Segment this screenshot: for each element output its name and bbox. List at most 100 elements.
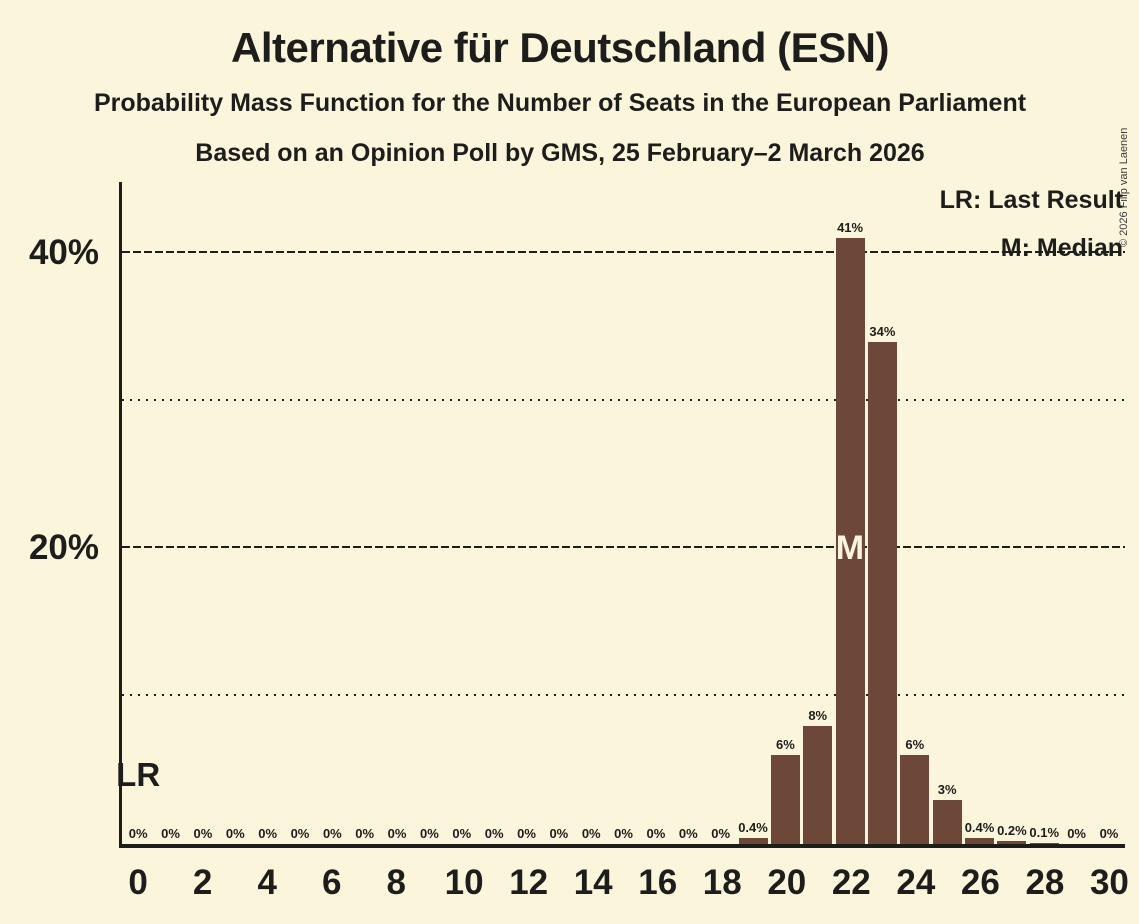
- bar-slot-12: 0%: [510, 182, 542, 844]
- bar-value-label-1: 0%: [161, 826, 180, 841]
- bar-value-label-8: 0%: [387, 826, 407, 841]
- bar-value-label-24: 6%: [905, 737, 925, 753]
- bar-value-label-10: 0%: [452, 826, 472, 841]
- bar-slot-0: 0%: [122, 182, 154, 844]
- bar-slot-9: 0%: [413, 182, 445, 844]
- bar-slot-28: 0.1%: [1028, 182, 1060, 844]
- bar-21: [803, 725, 833, 844]
- x-tick-label-6: 6: [321, 863, 342, 902]
- bar-23: [867, 341, 897, 844]
- legend-last-result: LR: Last Result: [939, 186, 1123, 214]
- plot-area: 0% 0% 0% 0% 0% 0% 0% 0% 0% 0% 0% 0% 0% 0% 0% 0% 0% 0% 0% 0.…: [116, 182, 1125, 848]
- x-tick-label-4: 4: [257, 863, 277, 902]
- x-tick-label-27: [993, 861, 1025, 905]
- bar-slot-16: 0%: [640, 182, 672, 844]
- gridline-40pct: [122, 250, 1125, 253]
- bar-25: [932, 799, 962, 844]
- bar-22: [835, 238, 865, 844]
- bar-value-label-12: 0%: [517, 826, 536, 841]
- x-tick-label-13: [541, 861, 573, 905]
- bar-slot-23: 34%: [866, 182, 898, 844]
- x-tick-label-14: 14: [573, 863, 613, 902]
- bar-value-label-4: 0%: [258, 826, 278, 841]
- bar-value-label-14: 0%: [581, 826, 601, 841]
- x-tick-label-19: [735, 861, 767, 905]
- bar-slot-18: 0%: [704, 182, 736, 844]
- bar-value-label-6: 0%: [322, 826, 342, 841]
- x-tick-label-9: [412, 861, 444, 905]
- x-tick-label-30: 30: [1089, 863, 1129, 902]
- x-tick-label-24: 24: [896, 863, 936, 902]
- x-tick-label-20: 20: [767, 863, 807, 902]
- x-tick-label-5: [283, 861, 315, 905]
- bar-27: [997, 841, 1027, 844]
- bar-value-label-2: 0%: [193, 826, 213, 841]
- x-tick-label-11: [477, 861, 509, 905]
- bar-slot-5: 0%: [284, 182, 316, 844]
- last-result-marker: LR: [116, 756, 161, 793]
- x-tick-label-18: 18: [702, 863, 742, 902]
- x-tick-label-1: [154, 861, 186, 905]
- chart-subtitle: Probability Mass Function for the Number…: [93, 89, 1027, 117]
- chart-poll-info: Based on an Opinion Poll by GMS, 25 Febr…: [195, 139, 925, 167]
- x-tick-label-12: 12: [509, 863, 549, 902]
- bar-value-label-17: 0%: [678, 826, 698, 841]
- y-tick-label-40: 40%: [28, 232, 99, 272]
- bar-value-label-9: 0%: [420, 826, 439, 841]
- bar-20: [770, 755, 800, 844]
- bar-value-label-23: 34%: [869, 323, 896, 339]
- bar-value-label-15: 0%: [614, 826, 633, 841]
- x-tick-label-28: 28: [1025, 863, 1065, 902]
- y-tick-label-20: 20%: [28, 528, 99, 568]
- bar-slot-22: 41%: [834, 182, 866, 844]
- x-tick-label-10: 10: [444, 863, 484, 902]
- x-tick-label-0: 0: [128, 863, 148, 902]
- legend-median: M: Median: [1000, 234, 1123, 262]
- x-tick-label-17: [671, 861, 703, 905]
- bar-slot-21: 8%: [802, 182, 834, 844]
- x-tick-label-21: [800, 861, 832, 905]
- bar-slot-13: 0%: [543, 182, 575, 844]
- bar-value-label-27: 0.2%: [997, 823, 1027, 839]
- bar-28: [1029, 842, 1059, 844]
- bar-series: 0% 0% 0% 0% 0% 0% 0% 0% 0% 0% 0% 0% 0% 0% 0% 0% 0% 0% 0% 0.…: [122, 182, 1125, 844]
- bar-slot-27: 0.2%: [996, 182, 1028, 844]
- gridline-30pct: [122, 398, 1125, 401]
- x-tick-label-2: 2: [192, 863, 213, 902]
- bar-value-label-21: 8%: [808, 707, 828, 723]
- bar-value-label-20: 6%: [775, 737, 795, 753]
- bar-value-label-3: 0%: [225, 826, 245, 841]
- bar-value-label-16: 0%: [646, 826, 666, 841]
- bar-slot-19: 0.4%: [737, 182, 769, 844]
- bar-value-label-22: 41%: [837, 220, 864, 236]
- bar-value-label-28: 0.1%: [1029, 824, 1060, 840]
- bar-value-label-19: 0.4%: [738, 820, 768, 836]
- bar-26: [965, 838, 995, 844]
- bar-value-label-11: 0%: [484, 826, 504, 841]
- bar-slot-2: 0%: [187, 182, 219, 844]
- bar-slot-30: 0%: [1093, 182, 1125, 844]
- x-tick-label-8: 8: [386, 863, 406, 902]
- bar-slot-3: 0%: [219, 182, 251, 844]
- bar-slot-11: 0%: [478, 182, 510, 844]
- x-tick-label-3: [219, 861, 251, 905]
- bar-24: [900, 755, 930, 844]
- x-tick-label-15: [606, 861, 638, 905]
- bar-slot-7: 0%: [349, 182, 381, 844]
- x-tick-label-16: 16: [638, 863, 678, 902]
- bar-slot-26: 0.4%: [963, 182, 995, 844]
- gridline-20pct: [122, 546, 1125, 549]
- x-tick-label-25: [929, 861, 961, 905]
- bar-19: [738, 838, 768, 844]
- bar-slot-20: 6%: [769, 182, 801, 844]
- bar-value-label-18: 0%: [711, 826, 731, 841]
- x-tick-label-26: 26: [960, 863, 1000, 902]
- median-marker: M: [835, 529, 865, 568]
- x-tick-label-22: 22: [831, 863, 871, 902]
- bar-value-label-7: 0%: [355, 826, 375, 841]
- bar-value-label-13: 0%: [549, 826, 569, 841]
- bar-slot-29: 0%: [1060, 182, 1092, 844]
- bar-slot-24: 6%: [899, 182, 931, 844]
- bar-value-label-26: 0.4%: [964, 820, 995, 836]
